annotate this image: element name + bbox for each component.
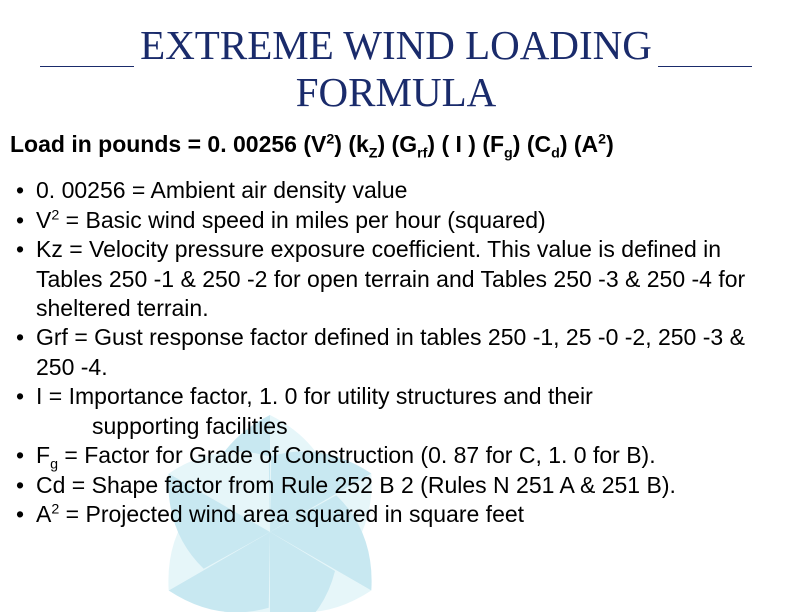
title-line-1: EXTREME WIND LOADING (140, 22, 652, 68)
formula-text: Load in pounds = 0. 00256 (V2) (kZ) (Grf… (10, 131, 614, 157)
bullet-wind-speed: V2 = Basic wind speed in miles per hour … (14, 206, 772, 235)
bullet-a2: A2 = Projected wind area squared in squa… (14, 500, 772, 529)
bullet-importance: I = Importance factor, 1. 0 for utility … (14, 382, 772, 441)
bullet-ambient-density: 0. 00256 = Ambient air density value (14, 176, 772, 205)
bullet-cd: Cd = Shape factor from Rule 252 B 2 (Rul… (14, 471, 772, 500)
bullet-grf: Grf = Gust response factor defined in ta… (14, 323, 772, 382)
bullet-kz: Kz = Velocity pressure exposure coeffici… (14, 235, 772, 323)
bullet-fg: Fg = Factor for Grade of Construction (0… (14, 441, 772, 470)
slide-title-block: EXTREME WIND LOADING FORMULA (0, 22, 792, 116)
title-line-2: FORMULA (296, 69, 496, 115)
slide-title: EXTREME WIND LOADING FORMULA (134, 22, 658, 116)
formula-line: Load in pounds = 0. 00256 (V2) (kZ) (Grf… (10, 131, 782, 158)
definition-list: 0. 00256 = Ambient air density value V2 … (0, 176, 792, 529)
